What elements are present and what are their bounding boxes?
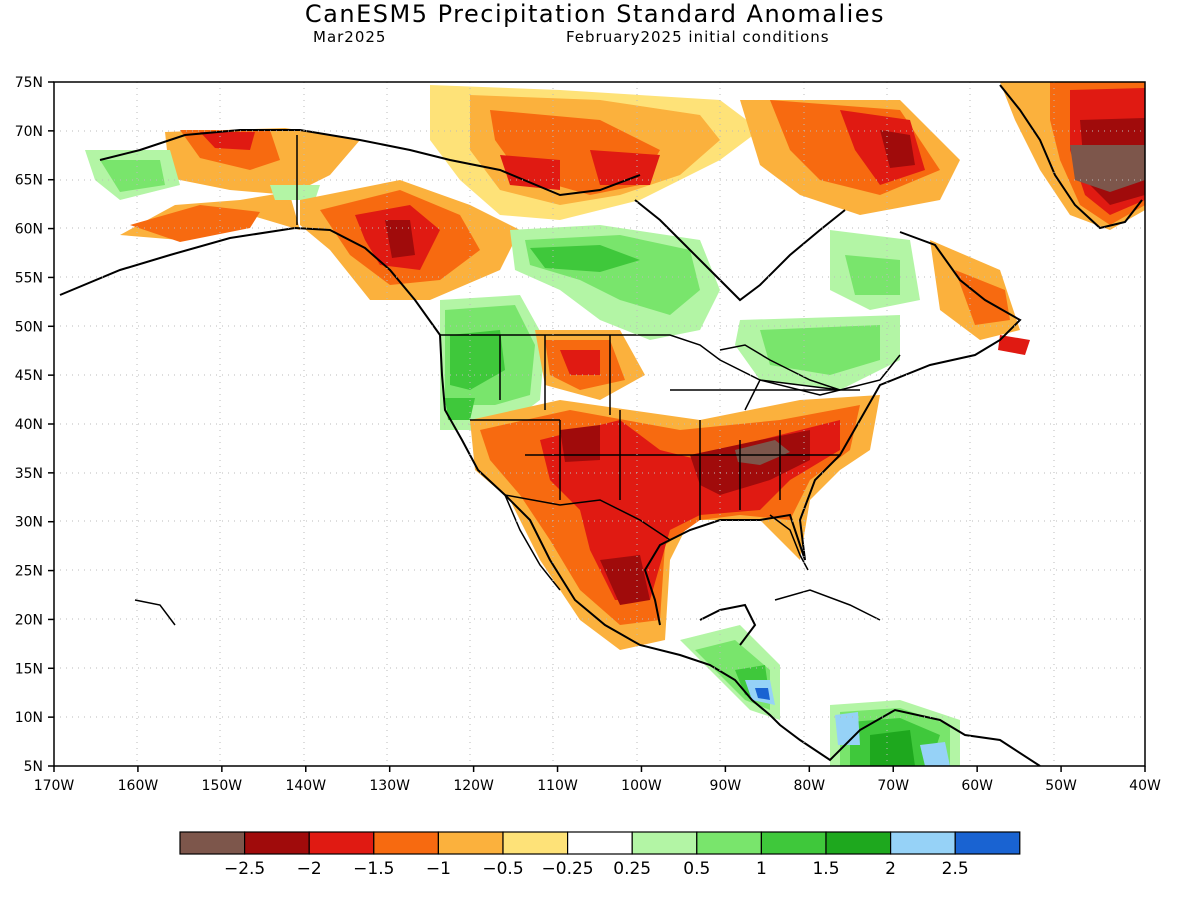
colorbar-label: 2	[885, 859, 896, 879]
lon-tick-label: 160W	[118, 778, 159, 794]
longitude-axis: 170W 160W 150W 140W 130W 120W 110W 100W 90W 80W 70…	[34, 766, 1161, 794]
colorbar-swatch	[696, 831, 762, 855]
colorbar-swatch	[437, 831, 504, 855]
lon-tick-label: 170W	[34, 778, 75, 794]
colorbar-swatch	[631, 831, 698, 855]
lon-tick-label: 90W	[710, 778, 742, 794]
colorbar-swatch	[825, 831, 892, 855]
lat-tick-label: 50N	[15, 319, 43, 335]
hawaii	[134, 599, 176, 626]
colorbar-swatch	[566, 831, 633, 855]
lat-tick-label: 45N	[15, 368, 43, 384]
yucatan	[699, 603, 757, 646]
colorbar-label: 2.5	[942, 859, 969, 879]
lat-tick-label: 10N	[15, 710, 43, 726]
colorbar-swatch	[760, 831, 827, 855]
initial-conditions-label: February2025 initial conditions	[566, 28, 830, 46]
lon-tick-label: 80W	[793, 778, 825, 794]
colorbar-label: 1.5	[812, 859, 839, 879]
colorbar: −2.5 −2 −1.5 −1 −0.5 −0.25 0.25 0.5 1 1.5 2 2.5	[179, 831, 1021, 879]
us-canada-border	[440, 334, 901, 396]
lat-tick-label: 60N	[15, 222, 43, 238]
baja	[504, 494, 561, 591]
lon-tick-label: 40W	[1129, 778, 1161, 794]
tennessee-peak	[735, 440, 790, 465]
colorbar-label: 0.25	[613, 859, 651, 879]
colorbar-swatch	[954, 831, 1021, 855]
lat-tick-label: 65N	[15, 173, 43, 189]
lon-tick-label: 50W	[1045, 778, 1077, 794]
colorbar-label: 0.5	[683, 859, 710, 879]
lat-tick-label: 30N	[15, 515, 43, 531]
lat-tick-label: 70N	[15, 124, 43, 140]
target-month-label: Mar2025	[313, 28, 387, 46]
colorbar-swatch	[889, 831, 956, 855]
lat-tick-label: 15N	[15, 661, 43, 677]
lon-tick-label: 100W	[621, 778, 662, 794]
lon-tick-label: 130W	[369, 778, 410, 794]
greenland-peak	[1070, 145, 1145, 192]
latitude-axis: 75N 70N 65N 60N 55N 50N 45N 40N 35N 30N 25N 20N 15N 1…	[15, 75, 54, 775]
us-state-lines	[470, 335, 860, 520]
lon-tick-label: 60W	[961, 778, 993, 794]
colorbar-label: −2.5	[224, 859, 265, 879]
colorbar-label: −1	[426, 859, 451, 879]
lat-tick-label: 75N	[15, 75, 43, 91]
chart-title: CanESM5 Precipitation Standard Anomalies	[304, 0, 886, 28]
colorbar-swatch	[373, 831, 439, 855]
map-canvas	[54, 82, 1145, 766]
hudson-bay	[634, 199, 846, 302]
north-america-coast	[59, 226, 1041, 766]
colorbar-swatch	[244, 831, 310, 855]
lat-tick-label: 20N	[15, 612, 43, 628]
cuba	[774, 589, 881, 621]
lon-tick-label: 70W	[877, 778, 909, 794]
colorbar-swatch	[179, 831, 246, 855]
grid-lines	[54, 82, 1145, 766]
colorbar-swatch	[308, 831, 375, 855]
greenland-coast	[999, 84, 1143, 230]
lon-tick-label: 140W	[285, 778, 326, 794]
colorbar-label: 1	[756, 859, 767, 879]
lat-tick-label: 55N	[15, 270, 43, 286]
colorbar-label: −0.25	[542, 859, 594, 879]
lat-tick-label: 40N	[15, 417, 43, 433]
colorbar-label: −1.5	[353, 859, 394, 879]
arctic-coast	[99, 129, 641, 197]
coastlines	[59, 84, 1143, 766]
colorbar-swatch	[502, 831, 569, 855]
lon-tick-label: 110W	[537, 778, 578, 794]
lat-tick-label: 35N	[15, 466, 43, 482]
gulf-coast	[643, 231, 1022, 626]
colorbar-label: −2	[297, 859, 322, 879]
lat-tick-label: 25N	[15, 564, 43, 580]
great-lakes	[719, 344, 841, 411]
lon-tick-label: 120W	[453, 778, 494, 794]
us-mexico-border	[504, 494, 671, 541]
colorbar-label: −0.5	[482, 859, 523, 879]
borders	[296, 135, 901, 541]
lat-tick-label: 5N	[24, 759, 43, 775]
lon-tick-label: 150W	[202, 778, 243, 794]
anomaly-shading	[85, 82, 1145, 766]
